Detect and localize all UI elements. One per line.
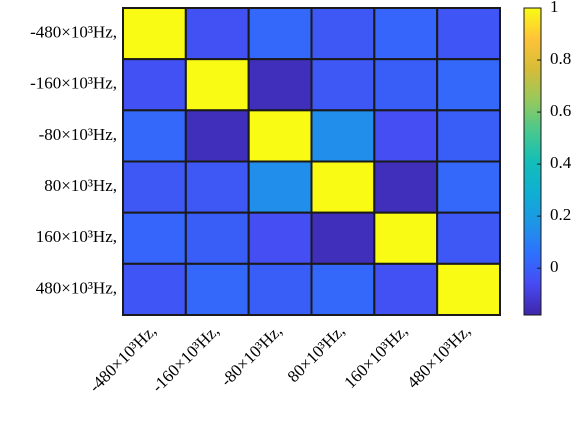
heatmap-cell (184, 7, 250, 61)
heatmap-cell (310, 160, 376, 214)
y-tick-label: 80×10³Hz, (44, 176, 117, 195)
y-tick-label: -160×10³Hz, (30, 74, 117, 93)
x-tick-label: -160×10³Hz, (148, 321, 223, 396)
heatmap-cell (184, 160, 250, 214)
heatmap-cell (373, 109, 439, 163)
x-tick-label: 80×10³Hz, (284, 321, 349, 386)
colorbar (523, 7, 542, 316)
colorbar-tick-label: 0.4 (550, 153, 572, 172)
heatmap-cell (122, 262, 187, 317)
x-tick-label: 160×10³Hz, (340, 321, 411, 392)
heatmap-cell (436, 262, 501, 317)
colorbar-tick-label: 0 (550, 257, 559, 276)
y-tick-label: -480×10³Hz, (30, 22, 117, 41)
heatmap-cell (122, 160, 187, 214)
heatmap-cell (436, 160, 501, 214)
heatmap-cell (122, 211, 187, 265)
colorbar-tick-label: 0.8 (550, 49, 571, 68)
heatmap-cell (184, 211, 250, 265)
heatmap-cell (373, 262, 439, 317)
heatmap-cell (436, 109, 501, 163)
colorbar-tick-label: 0.2 (550, 205, 571, 224)
y-tick-label: -80×10³Hz, (39, 125, 117, 144)
heatmap-cell (373, 211, 439, 265)
heatmap-cell (184, 58, 250, 112)
plot-frame (122, 7, 501, 316)
heatmap-cell (247, 211, 313, 265)
heatmap-cell (310, 58, 376, 112)
x-tick-label: 480×10³Hz, (403, 321, 474, 392)
heatmap-cell (436, 211, 501, 265)
heatmap-cell (310, 7, 376, 61)
heatmap-cell (184, 262, 250, 317)
heatmap-cell (247, 262, 313, 317)
x-tick-label: -80×10³Hz, (217, 321, 286, 390)
heatmap-cell (436, 7, 501, 61)
heatmap-cell (247, 109, 313, 163)
heatmap-cell (373, 7, 439, 61)
heatmap-cell (247, 7, 313, 61)
heatmap-cell (310, 262, 376, 317)
heatmap-cell (184, 109, 250, 163)
heatmap-cell (247, 160, 313, 214)
heatmap-cell (436, 58, 501, 112)
heatmap-cell (373, 58, 439, 112)
heatmap-cell (310, 211, 376, 265)
heatmap-cell (122, 7, 187, 61)
heatmap-cell (373, 160, 439, 214)
y-tick-label: 160×10³Hz, (36, 227, 117, 246)
colorbar-tick-label: 1 (550, 0, 559, 16)
heatmap-cell (310, 109, 376, 163)
heatmap-cell (122, 109, 187, 163)
y-tick-label: 480×10³Hz, (36, 278, 117, 297)
heatmap-cell (247, 58, 313, 112)
colorbar-tick-label: 0.6 (550, 101, 571, 120)
heatmap-cell (122, 58, 187, 112)
